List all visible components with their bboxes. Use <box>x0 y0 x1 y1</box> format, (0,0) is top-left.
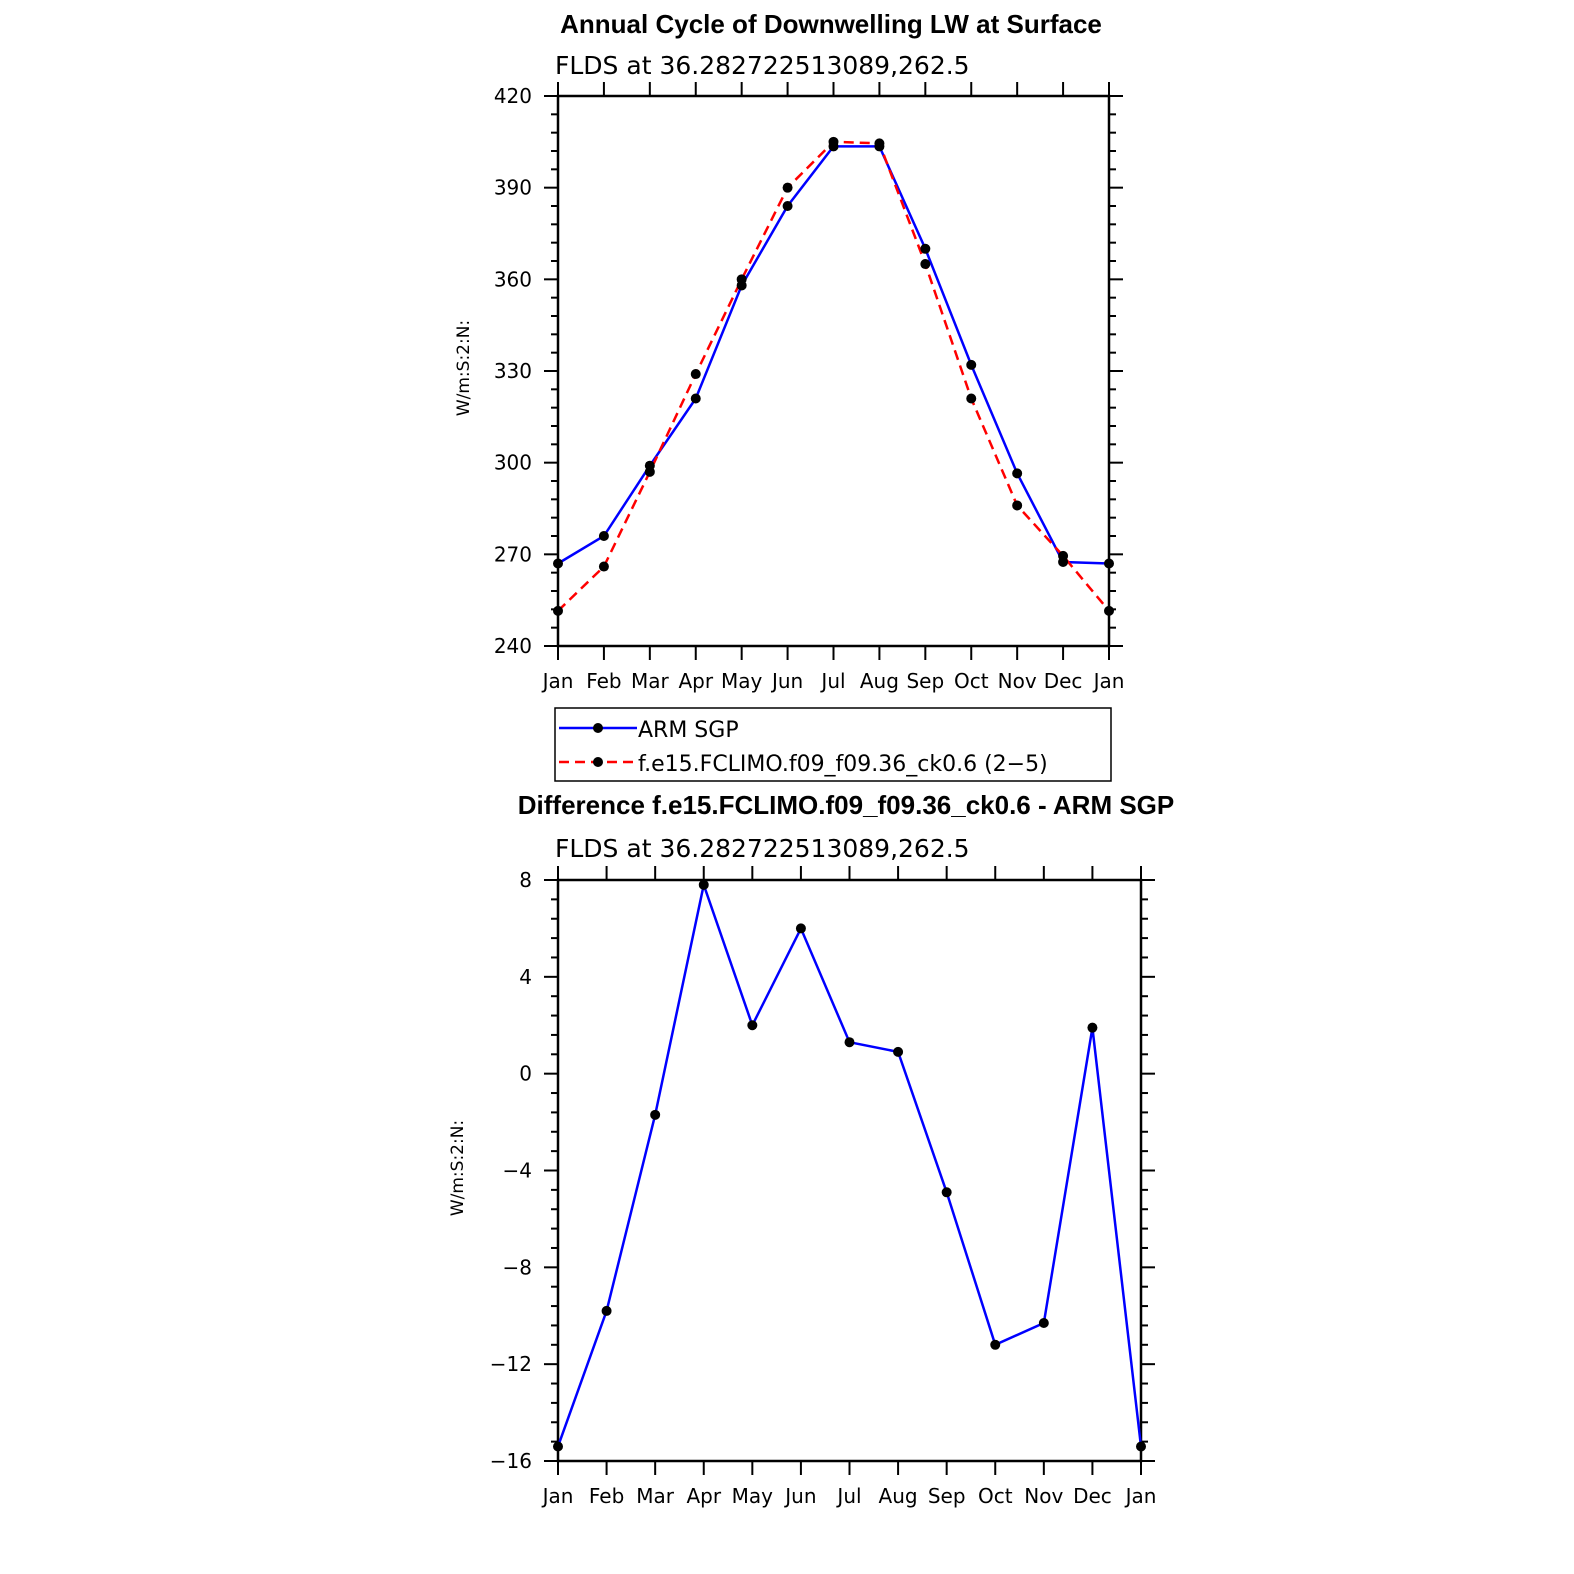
x-tick-label: Jun <box>770 669 803 693</box>
axes: −16 −12 −8 −4 0 4 8 Jan Feb Mar Apr May Jun Jul Aug Sep… <box>490 866 1157 1508</box>
data-point <box>893 1046 904 1057</box>
data-point <box>601 1305 612 1316</box>
legend: ARM SGP f.e15.FCLIMO.f09_f09.36_ck0.6 (2… <box>554 707 1112 782</box>
y-tick-label: 330 <box>494 359 532 383</box>
data-point <box>1136 1441 1146 1452</box>
difference-chart: Difference f.e15.FCLIMO.f09_f09.36_ck0.6… <box>448 790 1174 1508</box>
series-group <box>553 879 1146 1452</box>
x-tick-label: Apr <box>686 1484 721 1508</box>
x-tick-label: Jan <box>1092 669 1125 693</box>
data-point <box>1038 1318 1049 1329</box>
x-tick-label: May <box>721 669 763 693</box>
x-tick-label: Jul <box>819 669 845 693</box>
data-point <box>966 359 977 370</box>
data-point <box>920 243 931 254</box>
data-point <box>990 1339 1001 1350</box>
data-point <box>650 1109 661 1120</box>
series-line-0 <box>556 880 1143 1447</box>
series-line-1 <box>557 140 1110 612</box>
y-tick-label: 4 <box>519 965 532 989</box>
x-tick-label: Feb <box>589 1484 624 1508</box>
legend-label-arm-sgp: ARM SGP <box>638 718 739 743</box>
y-axis-label: W/m:S:2:N: <box>448 1120 468 1216</box>
x-tick-label: Mar <box>631 669 670 693</box>
chart-subtitle: FLDS at 36.282722513089,262.5 <box>555 51 970 80</box>
data-point <box>941 1187 952 1198</box>
y-tick-label: −16 <box>490 1449 532 1473</box>
axes: 240 270 300 330 360 390 420 Jan Feb Mar Apr May Jun J… <box>494 82 1125 693</box>
plot-frame <box>556 878 1143 1463</box>
legend-box <box>554 707 1112 782</box>
plot-frame <box>556 94 1111 648</box>
data-point <box>920 259 931 270</box>
annual-cycle-chart: Annual Cycle of Downwelling LW at Surfac… <box>454 9 1124 693</box>
x-tick-label: Nov <box>1024 1484 1063 1508</box>
data-point <box>690 393 701 404</box>
data-point <box>598 531 609 541</box>
chart-title: Annual Cycle of Downwelling LW at Surfac… <box>560 9 1102 39</box>
x-tick-label: Jun <box>783 1484 816 1508</box>
series-group <box>553 136 1114 616</box>
y-tick-label: −4 <box>503 1159 532 1183</box>
y-axis-label: W/m:S:2:N: <box>454 320 474 416</box>
x-tick-label: Dec <box>1044 669 1083 693</box>
x-tick-label: Feb <box>586 669 621 693</box>
y-tick-label: −12 <box>490 1352 532 1376</box>
x-tick-label: Dec <box>1073 1484 1112 1508</box>
data-point <box>1012 500 1023 511</box>
data-point <box>690 369 701 380</box>
data-point <box>553 1441 563 1452</box>
data-point <box>1104 558 1114 569</box>
y-tick-label: 300 <box>494 451 532 475</box>
y-tick-label: 8 <box>519 868 532 892</box>
data-point <box>795 923 806 934</box>
data-point <box>747 1020 758 1031</box>
x-tick-label: Sep <box>928 1484 966 1508</box>
chart-subtitle: FLDS at 36.282722513089,262.5 <box>555 834 970 863</box>
y-tick-label: −8 <box>503 1255 532 1279</box>
x-tick-label: Nov <box>998 669 1037 693</box>
x-tick-label: Jan <box>1124 1484 1157 1508</box>
x-tick-label: Jan <box>541 669 574 693</box>
x-tick-label: Jul <box>835 1484 861 1508</box>
x-tick-label: Apr <box>678 669 713 693</box>
data-point <box>1058 550 1069 561</box>
data-point <box>644 466 655 477</box>
data-point <box>553 558 563 569</box>
x-tick-label: Mar <box>636 1484 675 1508</box>
x-tick-label: Oct <box>978 1484 1013 1508</box>
legend-label-model: f.e15.FCLIMO.f09_f09.36_ck0.6 (2−5) <box>638 752 1048 777</box>
data-point <box>782 201 793 211</box>
x-tick-label: Oct <box>954 669 989 693</box>
data-point <box>1012 468 1023 479</box>
x-tick-label: Aug <box>879 1484 918 1508</box>
legend-marker-arm-sgp <box>593 723 603 733</box>
x-tick-label: Aug <box>860 669 899 693</box>
data-point <box>1104 605 1114 616</box>
y-tick-label: 240 <box>494 634 532 658</box>
x-tick-label: Jan <box>541 1484 574 1508</box>
data-point <box>828 136 839 147</box>
data-point <box>598 561 609 572</box>
x-tick-label: Sep <box>906 669 944 693</box>
x-tick-label: May <box>732 1484 774 1508</box>
y-tick-label: 390 <box>494 176 532 200</box>
data-point <box>966 393 977 404</box>
chart-title: Difference f.e15.FCLIMO.f09_f09.36_ck0.6… <box>518 790 1175 820</box>
data-point <box>782 182 793 193</box>
legend-marker-model <box>593 757 603 767</box>
y-tick-label: 270 <box>494 542 532 566</box>
data-point <box>874 138 885 149</box>
data-point <box>736 274 747 285</box>
y-tick-label: 420 <box>494 84 532 108</box>
series-line-0 <box>557 145 1110 565</box>
data-point <box>553 605 563 616</box>
data-point <box>844 1037 855 1048</box>
y-tick-label: 0 <box>519 1062 532 1086</box>
data-point <box>1087 1022 1098 1033</box>
data-point <box>698 879 709 890</box>
y-tick-label: 360 <box>494 267 532 291</box>
